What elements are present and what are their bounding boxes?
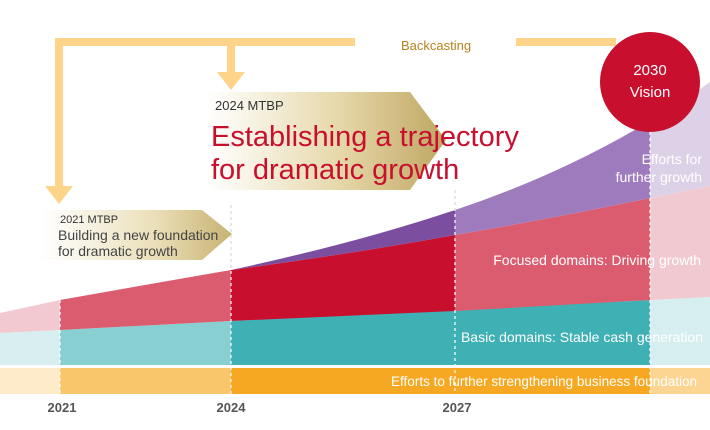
mtbp2021-tag: 2021 MTBP bbox=[60, 214, 118, 226]
basic-band-2021 bbox=[60, 321, 231, 365]
focused-domains-label: Focused domains: Driving growth bbox=[493, 252, 701, 268]
further-growth-wedge-2024 bbox=[231, 210, 455, 270]
mtbp2021-title-line2: for dramatic growth bbox=[58, 243, 178, 259]
vision-2030-badge: 2030 Vision bbox=[600, 32, 700, 132]
vision-year: 2030 bbox=[633, 62, 667, 79]
focused-band-2027 bbox=[455, 198, 650, 311]
foundation-band-past bbox=[0, 368, 60, 394]
year-2024: 2024 bbox=[217, 400, 247, 415]
foundation-label: Efforts to further strengthening busines… bbox=[391, 374, 697, 389]
foundation-band-2021 bbox=[60, 368, 231, 394]
foundation-band-future bbox=[650, 368, 710, 394]
year-2027: 2027 bbox=[443, 400, 472, 415]
further-growth-wedge-2027 bbox=[455, 121, 650, 235]
backcasting-arrow bbox=[45, 38, 616, 204]
mtbp2024-title-line2: for dramatic growth bbox=[211, 154, 459, 186]
backcasting-label: Backcasting bbox=[401, 38, 471, 53]
further-growth-wedge-future bbox=[650, 82, 710, 198]
further-growth-label-line1: Efforts for bbox=[642, 151, 703, 167]
foundation-band-2024 bbox=[231, 368, 650, 394]
mtbp2024-title-line1: Establishing a trajectory bbox=[211, 121, 519, 153]
year-2021: 2021 bbox=[48, 400, 77, 415]
further-growth-label-line2: further growth bbox=[616, 169, 702, 185]
mtbp2024-tag: 2024 MTBP bbox=[215, 98, 284, 113]
focused-band-past bbox=[0, 300, 60, 333]
basic-domains-label: Basic domains: Stable cash generation bbox=[461, 329, 703, 345]
focused-band-2024 bbox=[231, 235, 455, 321]
basic-band-past bbox=[0, 330, 60, 365]
vision-word: Vision bbox=[629, 84, 671, 101]
focused-band-2021 bbox=[60, 270, 231, 330]
mtbp2024-chevron bbox=[206, 92, 446, 190]
basic-band-future bbox=[650, 297, 710, 365]
mtbp2021-chevron bbox=[40, 210, 232, 260]
mtbp2021-title-line1: Building a new foundation bbox=[58, 227, 218, 243]
focused-band-future bbox=[650, 186, 710, 300]
